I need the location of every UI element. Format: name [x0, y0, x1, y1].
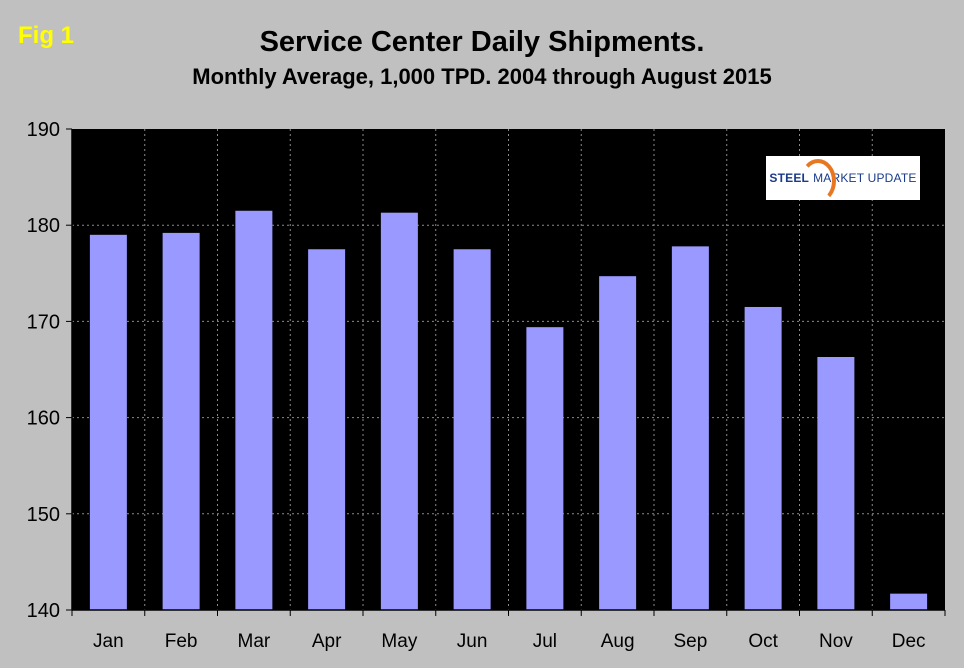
y-tick-label: 140: [27, 600, 60, 622]
bar-dec: [890, 593, 928, 610]
x-tick-label: May: [381, 631, 417, 652]
bar-feb: [162, 232, 200, 610]
logo-word-market-update: MARKET UPDATE: [813, 171, 917, 185]
bar-nov: [817, 356, 855, 610]
x-tick-label: Aug: [601, 631, 635, 652]
x-tick-label: Oct: [748, 631, 778, 652]
logo-swoosh-icon: [800, 159, 836, 203]
x-tick-label: Feb: [165, 631, 198, 652]
bar-jan: [89, 234, 127, 610]
x-tick-label: Apr: [312, 631, 342, 652]
x-tick-label: Dec: [892, 631, 926, 652]
bar-may: [380, 212, 418, 610]
figure-label: Fig 1: [18, 22, 75, 49]
bar-jul: [526, 327, 564, 610]
bar-aug: [599, 276, 637, 610]
x-tick-label: Jan: [93, 631, 124, 652]
bar-jun: [453, 249, 491, 610]
bar-sep: [671, 246, 709, 610]
x-tick-label: Jul: [533, 631, 557, 652]
y-tick-label: 170: [27, 311, 60, 333]
y-tick-label: 150: [27, 504, 60, 526]
chart-title: Service Center Daily Shipments.: [259, 26, 705, 58]
x-tick-label: Jun: [457, 631, 488, 652]
axes: 140 150 160 170 180 190 Jan Feb Mar Apr May Jun Jul A…: [27, 119, 946, 652]
chart-subtitle: Monthly Average, 1,000 TPD. 2004 through…: [192, 64, 772, 89]
bar-apr: [308, 249, 346, 610]
x-tick-label: Nov: [819, 631, 853, 652]
y-tick-label: 190: [27, 119, 60, 141]
x-tick-label: Mar: [238, 631, 271, 652]
y-tick-label: 160: [27, 408, 60, 430]
bar-oct: [744, 306, 782, 610]
bar-mar: [235, 210, 273, 610]
y-tick-label: 180: [27, 215, 60, 237]
gridlines: [72, 129, 945, 610]
logo-word-steel: STEEL: [769, 171, 810, 185]
steel-market-update-logo: STEEL MARKET UPDATE: [766, 156, 920, 203]
bars: [89, 210, 928, 610]
x-tick-label: Sep: [673, 631, 707, 652]
